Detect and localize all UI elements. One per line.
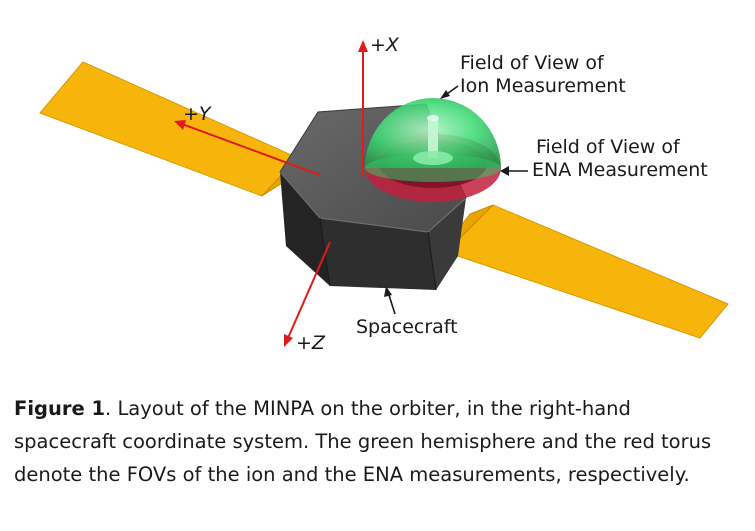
ion-callout-arrow [440, 85, 459, 99]
caption-text: . Layout of the MINPA on the orbiter, in… [14, 397, 712, 486]
z-axis [284, 241, 331, 347]
figure-number: Figure 1 [14, 397, 106, 420]
ion-fov-label-line2: Ion Measurement [460, 75, 626, 97]
ion-fov-label: Field of View of Ion Measurement [460, 52, 626, 98]
ena-fov-label: Field of View of ENA Measurement [532, 136, 708, 182]
figure-caption: Figure 1. Layout of the MINPA on the orb… [14, 392, 714, 491]
ion-fov-label-line1: Field of View of [460, 52, 604, 74]
spacecraft-label: Spacecraft [356, 316, 458, 338]
spacecraft-diagram [39, 40, 729, 347]
z-axis-label: +Z [296, 332, 325, 354]
ena-fov-label-line1: Field of View of [536, 136, 680, 158]
y-axis-label: +Y [183, 103, 211, 125]
right-solar-panel [445, 204, 729, 339]
ena-callout-arrow [500, 166, 528, 176]
y-axis [174, 120, 321, 176]
spacecraft-callout-arrow [384, 286, 396, 315]
x-axis [358, 40, 368, 178]
left-solar-panel [39, 61, 299, 197]
ion-fov-hemisphere [365, 98, 501, 182]
x-axis-label: +X [370, 34, 399, 56]
ena-fov-label-line2: ENA Measurement [532, 159, 708, 181]
